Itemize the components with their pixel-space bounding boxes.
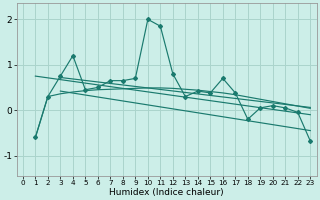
X-axis label: Humidex (Indice chaleur): Humidex (Indice chaleur) [109, 188, 224, 197]
